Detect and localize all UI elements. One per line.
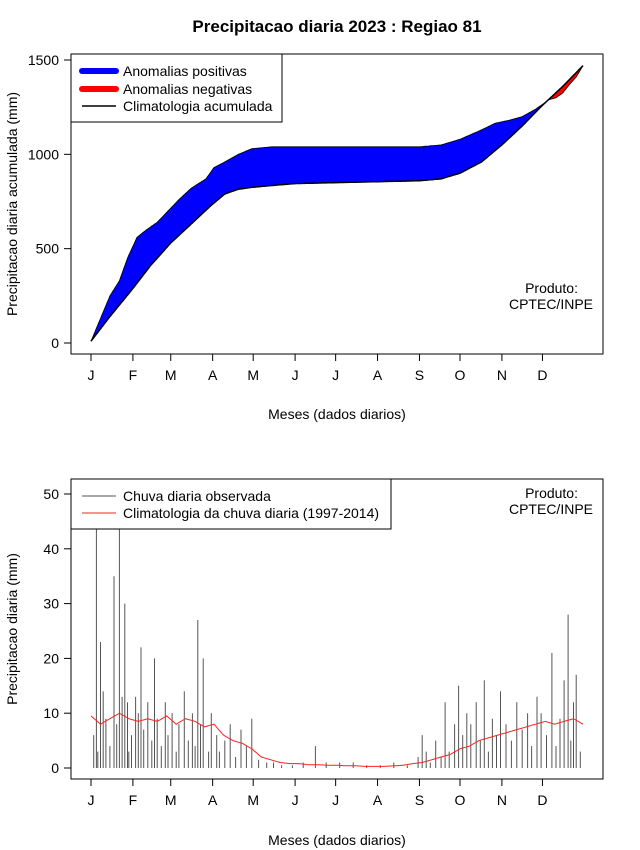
- daily-x-tick-label: J: [88, 792, 95, 808]
- product-source-bottom: CPTEC/INPE: [509, 501, 593, 517]
- cumulative-x-tick-label: M: [247, 367, 259, 383]
- daily-legend-box: [70, 478, 392, 530]
- daily-x-tick-label: M: [165, 792, 177, 808]
- daily-panel: 0 10 20 30 40 50 J F M A M J J A S O N D Meses (dados di…: [4, 478, 604, 848]
- cumulative-x-tick-label: M: [165, 367, 177, 383]
- product-label-bottom: Produto:: [525, 485, 578, 501]
- legend-label-clim-daily: Climatologia da chuva diaria (1997-2014): [123, 505, 379, 521]
- daily-y-tick-label: 10: [43, 705, 59, 721]
- cumulative-x-tick-label: A: [373, 367, 383, 383]
- cumulative-x-tick-label: J: [332, 367, 339, 383]
- legend-label-observed: Chuva diaria observada: [123, 488, 271, 504]
- cumulative-y-axis-label: Precipitacao diaria acumulada (mm): [4, 92, 20, 316]
- product-source-top: CPTEC/INPE: [509, 296, 593, 312]
- daily-x-tick-label: A: [373, 792, 383, 808]
- cumulative-y-tick-label: 1500: [28, 52, 59, 68]
- daily-x-tick-label: M: [247, 792, 259, 808]
- cumulative-x-tick-label: D: [537, 367, 547, 383]
- cumulative-panel: 0 500 1000 1500 J F M A M J J A S O N D Meses (dados d…: [4, 52, 604, 422]
- daily-x-tick-label: N: [497, 792, 507, 808]
- legend-label-negative: Anomalias negativas: [123, 81, 252, 97]
- daily-y-tick-label: 30: [43, 596, 59, 612]
- product-label-top: Produto:: [525, 280, 578, 296]
- daily-x-tick-label: J: [332, 792, 339, 808]
- daily-legend: Chuva diaria observada Climatologia da c…: [70, 478, 392, 530]
- daily-x-tick-label: S: [415, 792, 424, 808]
- daily-x-tick-label: D: [537, 792, 547, 808]
- cumulative-x-tick-label: S: [415, 367, 424, 383]
- daily-y-tick-label: 50: [43, 486, 59, 502]
- daily-y-tick-label: 20: [43, 650, 59, 666]
- legend-label-climatology: Climatologia acumulada: [123, 98, 273, 114]
- daily-y-tick-label: 0: [51, 760, 59, 776]
- cumulative-legend: Anomalias positivas Anomalias negativas …: [70, 53, 283, 123]
- cumulative-y-tick-label: 0: [51, 335, 59, 351]
- cumulative-y-tick-label: 500: [36, 241, 60, 257]
- legend-label-positive: Anomalias positivas: [123, 63, 247, 79]
- daily-y-tick-label: 40: [43, 541, 59, 557]
- daily-x-tick-label: O: [455, 792, 466, 808]
- cumulative-x-axis-label: Meses (dados diarios): [268, 406, 406, 422]
- daily-x-axis-label: Meses (dados diarios): [268, 832, 406, 848]
- cumulative-x-tick-label: J: [292, 367, 299, 383]
- cumulative-x-tick-label: N: [497, 367, 507, 383]
- daily-climatology-line: [90, 712, 584, 767]
- daily-x-tick-label: A: [208, 792, 218, 808]
- cumulative-y-tick-label: 1000: [28, 146, 59, 162]
- cumulative-x-tick-label: J: [88, 367, 95, 383]
- daily-x-tick-label: J: [292, 792, 299, 808]
- cumulative-x-tick-label: O: [455, 367, 466, 383]
- chart-title: Precipitacao diaria 2023 : Regiao 81: [192, 17, 481, 36]
- climatology-cumulative-line: [90, 65, 584, 342]
- daily-y-axis-label: Precipitacao diaria (mm): [4, 553, 20, 705]
- cumulative-x-tick-label: F: [129, 367, 138, 383]
- cumulative-x-tick-label: A: [208, 367, 218, 383]
- daily-x-tick-label: F: [129, 792, 138, 808]
